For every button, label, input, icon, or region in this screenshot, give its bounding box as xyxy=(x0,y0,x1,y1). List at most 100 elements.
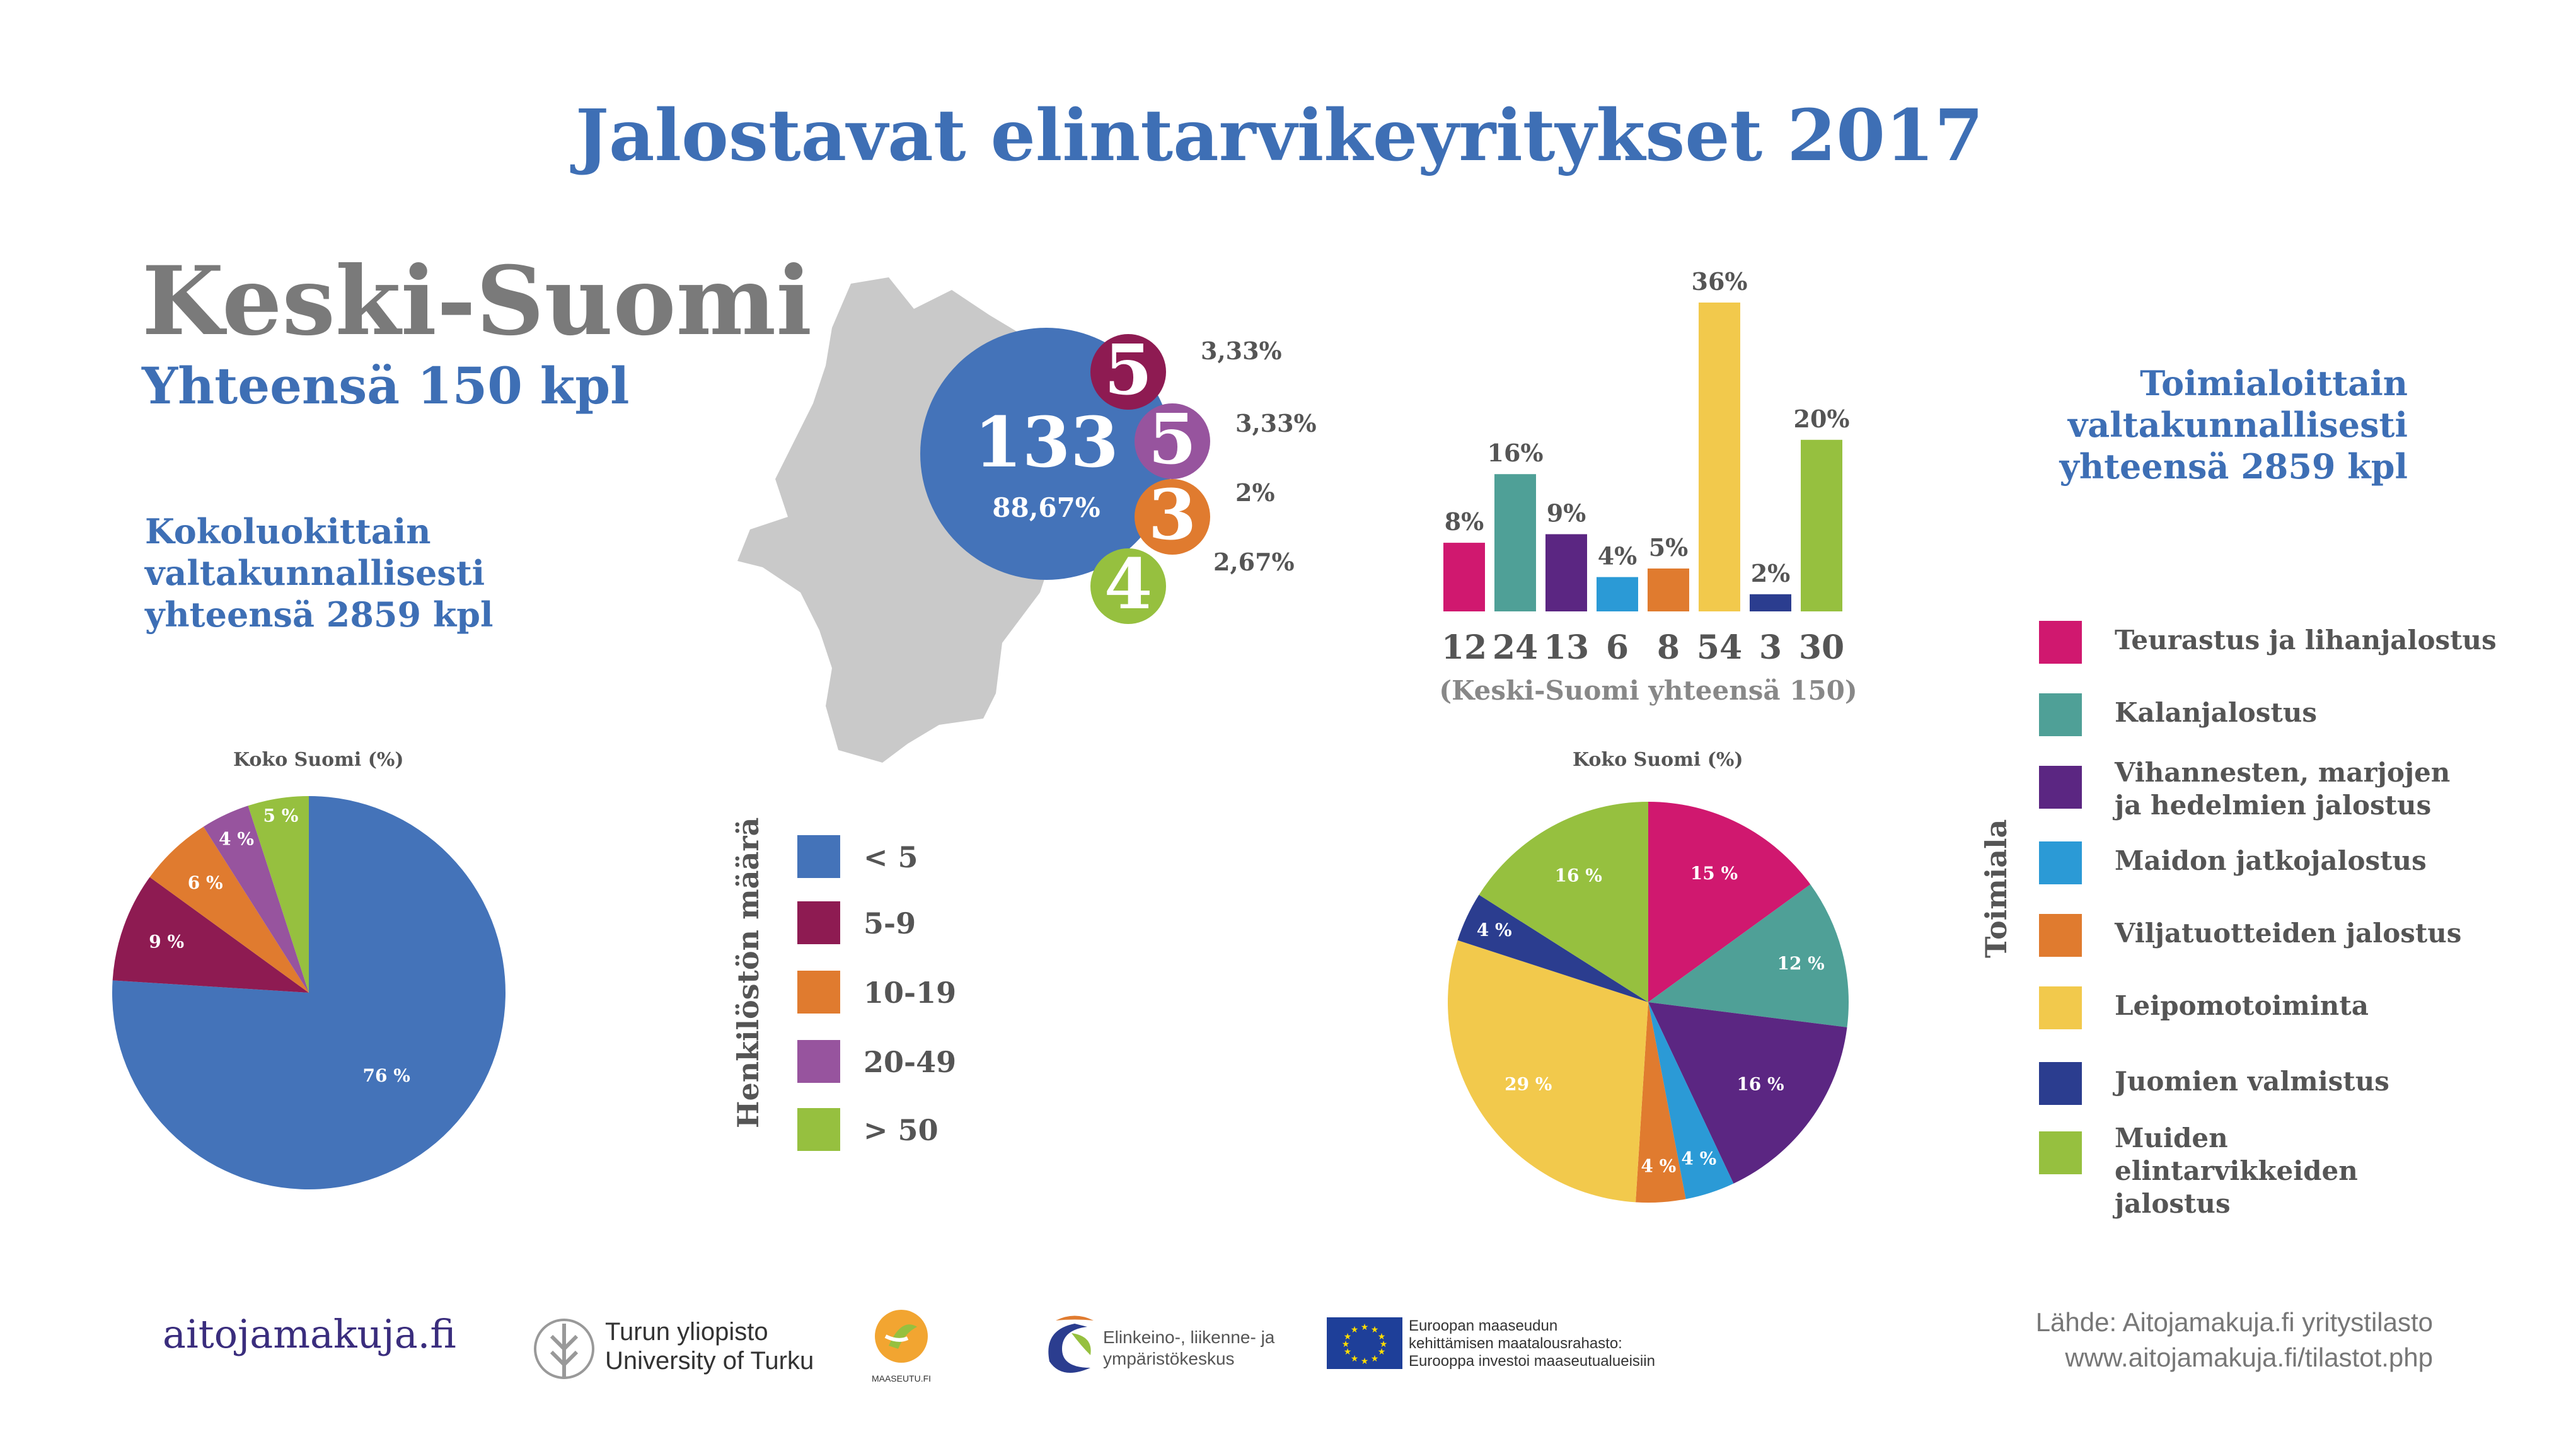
industry-subheading-line: valtakunnallisesti xyxy=(2067,405,2408,445)
svg-text:★: ★ xyxy=(1351,1325,1359,1335)
legend-swatch-kala xyxy=(2039,693,2082,736)
size-subheading: Kokoluokittain valtakunnallisesti yhteen… xyxy=(145,511,494,635)
legend-swatch-maito xyxy=(2039,841,2082,884)
pie-slice xyxy=(1457,894,1648,1002)
eu-logo-text: Euroopan maaseudun kehittämisen maatalou… xyxy=(1409,1317,1655,1370)
size-subheading-line: valtakunnallisesti xyxy=(145,553,485,593)
pie-label: 16 % xyxy=(1736,1073,1784,1094)
legend-swatch-10-19 xyxy=(797,971,840,1014)
svg-text:★: ★ xyxy=(1378,1347,1386,1357)
pie-label: 15 % xyxy=(1690,863,1738,884)
bar xyxy=(1648,568,1689,611)
bar-layer: 8% 12 16% 24 9% 13 4% 6 5% 8 36% 54 2% 3 20% 30 xyxy=(1441,267,1850,667)
bar-percent-label: 20% xyxy=(1794,405,1850,433)
turku-emblem-icon xyxy=(534,1319,594,1379)
pie-slice xyxy=(149,826,309,993)
pie-label: 76 % xyxy=(363,1065,410,1086)
legend-swatch-vilja xyxy=(2039,914,2082,957)
legend-label: 10-19 xyxy=(864,976,957,1010)
bubble-value: 133 xyxy=(974,402,1119,483)
region-bubble-chart: 133 88,67% 5 3,33% 5 3,33% 3 2% 4 2,67% xyxy=(737,277,1317,763)
bar-percent-label: 2% xyxy=(1751,559,1791,587)
legend-label: Kalanjalostus xyxy=(2115,697,2318,728)
industry-subheading-line: yhteensä 2859 kpl xyxy=(2059,446,2408,487)
bar-percent-label: 4% xyxy=(1598,542,1638,570)
pie-label: 16 % xyxy=(1555,865,1602,886)
pie-slice xyxy=(1648,1002,1847,1184)
pie-slice xyxy=(1648,1002,1734,1199)
bubble-value: 3 xyxy=(1148,474,1197,555)
bar-category-label: 30 xyxy=(1799,628,1844,667)
size-subheading-line: yhteensä 2859 kpl xyxy=(145,594,494,635)
ely-logo-text: Elinkeino-, liikenne- ja ympäristökeskus xyxy=(1103,1327,1274,1370)
size-pie-title: Koko Suomi (%) xyxy=(233,749,404,771)
size-pie-chart: 76 % 9 % 6 % 4 % 5 % xyxy=(112,796,506,1189)
source-note: Lähde: Aitojamakuja.fi yritystilasto www… xyxy=(1954,1305,2433,1375)
legend-label: Viljatuotteiden jalostus xyxy=(2115,918,2462,949)
pie-label: 12 % xyxy=(1777,953,1824,974)
source-line: Lähde: Aitojamakuja.fi yritystilasto xyxy=(2035,1307,2433,1337)
bar-x-axis-label: (Keski-Suomi yhteensä 150) xyxy=(1439,675,1857,706)
pie-label: 4 % xyxy=(1641,1155,1676,1176)
legend-swatch-5-9 xyxy=(797,901,840,944)
industry-pie-layer: 15 %12 %16 %4 %4 %29 %4 %16 % xyxy=(1448,802,1849,1203)
turku-logo-line: Turun yliopisto xyxy=(605,1318,768,1346)
bar xyxy=(1494,474,1536,611)
legend-swatch-vihannes xyxy=(2039,766,2082,809)
region-name: Keski-Suomi xyxy=(142,246,812,357)
bubble-percent: 2,67% xyxy=(1213,548,1295,576)
bar-category-label: 24 xyxy=(1493,628,1538,667)
industry-pie-chart: 15 %12 %16 %4 %4 %29 %4 %16 % xyxy=(1448,802,1849,1203)
bar-percent-label: 8% xyxy=(1445,507,1484,536)
turku-logo xyxy=(533,1314,596,1386)
ely-leaf-icon xyxy=(1048,1315,1094,1373)
legend-label: Leipomotoiminta xyxy=(2115,990,2369,1021)
legend-swatch-muut xyxy=(2039,1131,2082,1174)
pie-label: 9 % xyxy=(149,932,184,952)
legend-label: 20-49 xyxy=(864,1045,957,1079)
industry-subheading: Toimialoittain valtakunnallisesti yhteen… xyxy=(1992,362,2408,487)
bar-percent-label: 9% xyxy=(1547,499,1586,528)
bar-percent-label: 5% xyxy=(1649,533,1689,562)
svg-text:★: ★ xyxy=(1371,1325,1379,1335)
ely-logo-line: Elinkeino-, liikenne- ja xyxy=(1103,1327,1275,1347)
bar xyxy=(1443,543,1485,611)
pie-label: 4 % xyxy=(1477,920,1512,940)
bar-category-label: 8 xyxy=(1657,628,1680,667)
size-subheading-line: Kokoluokittain xyxy=(145,511,431,552)
legend-swatch-leipomo xyxy=(2039,986,2082,1029)
svg-text:★: ★ xyxy=(1344,1347,1352,1357)
bar-category-label: 3 xyxy=(1759,628,1782,667)
eu-logo-line: Eurooppa investoi maaseutualueisiin xyxy=(1409,1353,1655,1370)
bar-category-label: 13 xyxy=(1544,628,1589,667)
industry-axis-label: Toimiala xyxy=(1979,819,2013,958)
page-title: Jalostavat elintarvikeyritykset 2017 xyxy=(575,95,1984,177)
svg-text:★: ★ xyxy=(1342,1339,1350,1349)
pie-label: 6 % xyxy=(188,872,223,893)
legend-swatch-teurastus xyxy=(2039,621,2082,664)
staff-axis-label: Henkilöstön määrä xyxy=(731,817,765,1128)
pie-label: 5 % xyxy=(263,806,298,826)
ely-logo xyxy=(1037,1311,1100,1383)
source-line[interactable]: www.aitojamakuja.fi/tilastot.php xyxy=(2065,1343,2433,1372)
legend-swatch-gt50 xyxy=(797,1108,840,1151)
bubble-percent: 3,33% xyxy=(1235,409,1317,437)
svg-text:★: ★ xyxy=(1361,1322,1369,1332)
bar-category-label: 54 xyxy=(1697,628,1742,667)
pie-slice xyxy=(112,877,309,993)
industry-bar-chart: 8% 12 16% 24 9% 13 4% 6 5% 8 36% 54 2% 3 20% 30 (Keski-… xyxy=(1439,267,1857,706)
bar xyxy=(1545,534,1587,611)
footer-site-link[interactable]: aitojamakuja.fi xyxy=(163,1311,456,1357)
bar-percent-label: 36% xyxy=(1692,267,1748,296)
eu-flag-logo: ★ ★ ★ ★ ★ ★ ★ ★ ★ ★ ★ ★ xyxy=(1327,1317,1402,1372)
pie-slice xyxy=(1648,884,1849,1027)
pie-slice xyxy=(1636,1002,1686,1203)
bar-percent-label: 16% xyxy=(1487,439,1544,467)
legend-label: Vihannesten, marjojen ja hedelmien jalos… xyxy=(2115,757,2451,821)
bar-category-label: 12 xyxy=(1441,628,1487,667)
pie-slice xyxy=(112,796,506,1189)
bubble-percent: 88,67% xyxy=(992,492,1100,523)
bubble xyxy=(1135,479,1210,555)
region-total: Yhteensä 150 kpl xyxy=(142,356,630,415)
bubble-value: 5 xyxy=(1104,329,1153,410)
